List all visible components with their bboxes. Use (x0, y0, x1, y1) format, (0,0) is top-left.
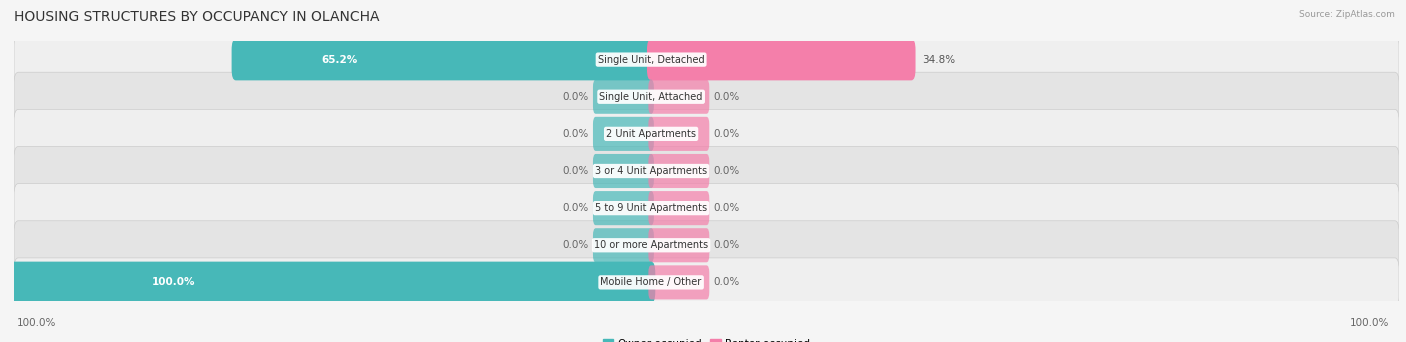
FancyBboxPatch shape (593, 154, 654, 188)
FancyBboxPatch shape (10, 262, 655, 303)
Text: 100.0%: 100.0% (1350, 318, 1389, 328)
Text: Single Unit, Attached: Single Unit, Attached (599, 92, 703, 102)
Text: 100.0%: 100.0% (17, 318, 56, 328)
Text: 0.0%: 0.0% (562, 92, 589, 102)
FancyBboxPatch shape (648, 80, 709, 114)
Text: Mobile Home / Other: Mobile Home / Other (600, 277, 702, 287)
FancyBboxPatch shape (593, 191, 654, 225)
Text: 0.0%: 0.0% (713, 240, 740, 250)
Text: 0.0%: 0.0% (562, 203, 589, 213)
FancyBboxPatch shape (648, 191, 709, 225)
FancyBboxPatch shape (14, 146, 1399, 196)
FancyBboxPatch shape (14, 109, 1399, 158)
Text: 2 Unit Apartments: 2 Unit Apartments (606, 129, 696, 139)
Text: 0.0%: 0.0% (713, 166, 740, 176)
Text: 3 or 4 Unit Apartments: 3 or 4 Unit Apartments (595, 166, 707, 176)
FancyBboxPatch shape (14, 221, 1399, 270)
Text: HOUSING STRUCTURES BY OCCUPANCY IN OLANCHA: HOUSING STRUCTURES BY OCCUPANCY IN OLANC… (14, 10, 380, 24)
Text: 0.0%: 0.0% (562, 240, 589, 250)
Text: 0.0%: 0.0% (713, 92, 740, 102)
FancyBboxPatch shape (593, 228, 654, 262)
Text: 0.0%: 0.0% (562, 129, 589, 139)
FancyBboxPatch shape (647, 39, 915, 80)
FancyBboxPatch shape (14, 184, 1399, 233)
Legend: Owner-occupied, Renter-occupied: Owner-occupied, Renter-occupied (599, 334, 814, 342)
Text: 100.0%: 100.0% (152, 277, 195, 287)
Text: 10 or more Apartments: 10 or more Apartments (595, 240, 709, 250)
FancyBboxPatch shape (14, 35, 1399, 84)
Text: 0.0%: 0.0% (713, 277, 740, 287)
FancyBboxPatch shape (14, 258, 1399, 307)
FancyBboxPatch shape (648, 265, 709, 300)
Text: Source: ZipAtlas.com: Source: ZipAtlas.com (1299, 10, 1395, 19)
Text: 5 to 9 Unit Apartments: 5 to 9 Unit Apartments (595, 203, 707, 213)
FancyBboxPatch shape (648, 154, 709, 188)
Text: Single Unit, Detached: Single Unit, Detached (598, 55, 704, 65)
Text: 0.0%: 0.0% (713, 203, 740, 213)
FancyBboxPatch shape (648, 117, 709, 151)
FancyBboxPatch shape (593, 117, 654, 151)
Text: 0.0%: 0.0% (713, 129, 740, 139)
FancyBboxPatch shape (648, 228, 709, 262)
FancyBboxPatch shape (14, 72, 1399, 121)
Text: 65.2%: 65.2% (322, 55, 357, 65)
FancyBboxPatch shape (593, 80, 654, 114)
Text: 34.8%: 34.8% (922, 55, 956, 65)
FancyBboxPatch shape (232, 39, 655, 80)
Text: 0.0%: 0.0% (562, 166, 589, 176)
